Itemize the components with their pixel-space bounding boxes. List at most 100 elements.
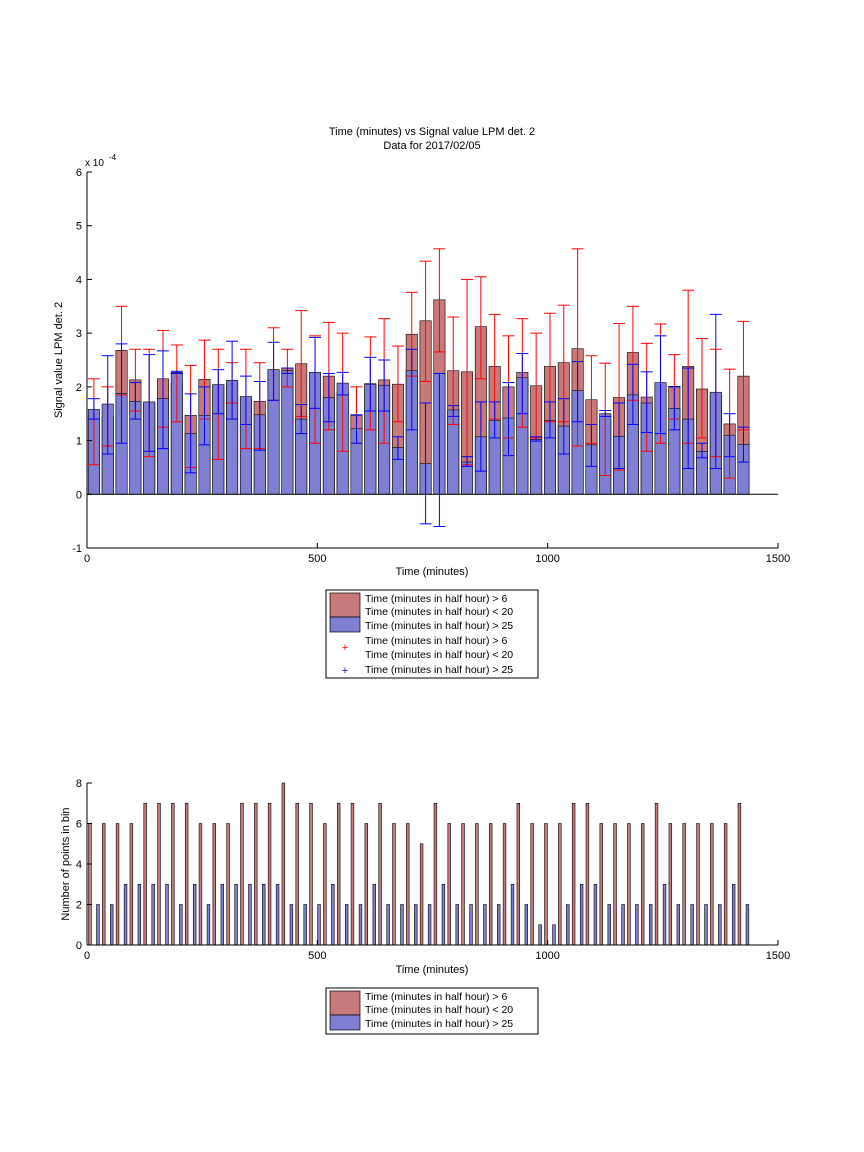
- red-count-bar: [558, 823, 562, 946]
- red-count-bar: [157, 802, 161, 946]
- blue-count-bar: [497, 904, 501, 946]
- blue-count-bar: [607, 904, 611, 946]
- red-count-bar: [364, 823, 368, 946]
- x-tick-label: 1500: [766, 950, 790, 962]
- x-tick-label: 1500: [766, 553, 790, 565]
- legend-marker-blue-plus: +: [342, 665, 348, 677]
- x-tick-label: 1000: [535, 950, 559, 962]
- red-count-bar: [212, 823, 216, 946]
- y-tick-label: 6: [76, 167, 82, 179]
- x-tick-label: 0: [84, 553, 90, 565]
- red-count-bar: [475, 823, 479, 946]
- blue-count-bar: [358, 904, 363, 946]
- legend-label: Time (minutes in half hour) > 6: [365, 635, 507, 647]
- red-count-bar: [641, 823, 645, 946]
- red-count-bar: [143, 802, 147, 946]
- blue-count-bar: [151, 883, 155, 946]
- blue-count-bar: [234, 883, 238, 946]
- red-count-bar: [115, 823, 120, 946]
- legend-box: [325, 589, 539, 679]
- red-count-bar: [240, 802, 244, 946]
- signal-legend: + + Time (minutes in half hour) > 6 Time…: [325, 589, 539, 679]
- blue-count-bar: [566, 904, 570, 946]
- blue-count-bar: [179, 904, 183, 946]
- blue-bar: [281, 370, 294, 495]
- red-count-bar: [544, 823, 548, 946]
- blue-count-bar: [96, 904, 100, 946]
- blue-count-bar: [593, 883, 598, 946]
- x-tick-label: 1000: [535, 553, 559, 565]
- red-count-bar: [336, 802, 341, 946]
- y-tick-label: 8: [76, 778, 82, 790]
- blue-count-bar: [731, 883, 736, 946]
- red-count-bar: [516, 802, 521, 946]
- blue-count-bar: [552, 924, 556, 946]
- red-count-bar: [585, 802, 590, 946]
- y-tick-label: 3: [76, 328, 82, 340]
- blue-count-bar: [262, 883, 266, 946]
- y-axis-label: Number of points in bin: [60, 807, 72, 920]
- y-tick-label: 4: [76, 274, 82, 286]
- red-count-bar: [281, 782, 286, 946]
- red-count-bar: [599, 823, 603, 946]
- legend-swatch-blue-bar: [329, 616, 361, 633]
- blue-count-bar: [275, 883, 280, 946]
- red-count-bar: [392, 823, 396, 946]
- blue-count-bar: [649, 904, 653, 946]
- legend-label: Time (minutes in half hour) < 20: [365, 1004, 513, 1016]
- chart-subtitle: Data for 2017/02/05: [383, 140, 480, 152]
- red-count-bar: [682, 823, 686, 946]
- blue-count-bar: [248, 883, 252, 946]
- blue-count-bar: [662, 883, 667, 946]
- blue-count-bar: [469, 904, 473, 946]
- blue-count-bar: [718, 904, 722, 946]
- red-count-bar: [419, 843, 424, 946]
- red-count-bar: [309, 802, 313, 946]
- x-axis-label: Time (minutes): [396, 964, 469, 976]
- red-count-bar: [378, 802, 382, 946]
- y-tick-label: -1: [72, 543, 82, 555]
- red-count-bar: [88, 823, 92, 946]
- blue-count-bar: [524, 904, 529, 946]
- blue-count-bar: [690, 904, 694, 946]
- blue-count-bar: [165, 883, 169, 946]
- red-count-bar: [723, 823, 728, 946]
- chart-title: Time (minutes) vs Signal value LPM det. …: [329, 126, 535, 138]
- red-count-bar: [489, 823, 493, 946]
- y-tick-label: 0: [76, 940, 82, 952]
- blue-count-bar: [220, 883, 224, 946]
- y-exponent-power: -4: [109, 153, 117, 162]
- blue-count-bar: [483, 904, 487, 946]
- red-count-bar: [571, 802, 576, 946]
- legend-label: Time (minutes in half hour) < 20: [365, 606, 513, 618]
- blue-count-bar: [110, 904, 114, 946]
- blue-count-bar: [621, 904, 625, 946]
- legend-swatch-red-bar: [329, 990, 361, 1016]
- blue-count-bar: [455, 904, 459, 946]
- red-count-bar: [447, 823, 451, 946]
- legend-label: Time (minutes in half hour) > 25: [365, 1018, 513, 1030]
- x-tick-label: 500: [308, 553, 326, 565]
- legend-label: Time (minutes in half hour) > 6: [365, 991, 507, 1003]
- red-count-bar: [627, 823, 631, 946]
- count-chart: 0 2 4 6 8 0 500 1000 1500 Time (minutes) Number …: [60, 778, 790, 976]
- blue-count-bar: [400, 904, 404, 946]
- red-count-bar: [406, 823, 410, 946]
- y-tick-label: 2: [76, 382, 82, 394]
- blue-count-bar: [289, 904, 294, 946]
- signal-chart: Time (minutes) vs Signal value LPM det. …: [53, 126, 790, 578]
- blue-count-bar: [427, 904, 432, 946]
- red-count-bar: [254, 802, 258, 946]
- blue-count-bar: [579, 883, 584, 946]
- legend-label: Time (minutes in half hour) > 6: [365, 593, 507, 605]
- blue-count-bar: [206, 904, 211, 946]
- red-count-bar: [668, 823, 673, 946]
- blue-count-bar: [441, 883, 446, 946]
- red-count-bar: [710, 823, 714, 946]
- blue-bar: [530, 439, 543, 495]
- red-count-bar: [184, 802, 189, 946]
- x-axis-label: Time (minutes): [396, 566, 469, 578]
- blue-count-bar: [386, 904, 390, 946]
